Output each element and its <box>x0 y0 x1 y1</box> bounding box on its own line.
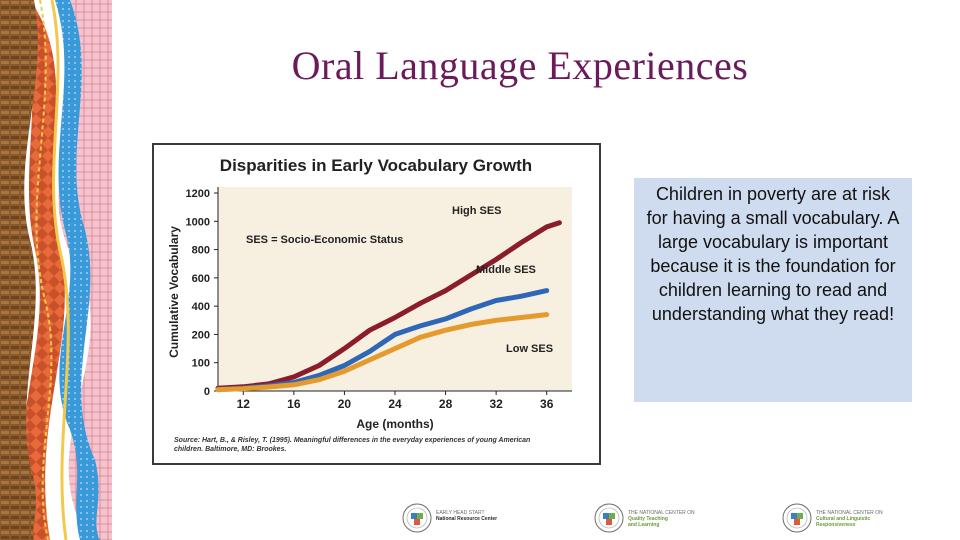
y-tick-label: 1200 <box>186 188 210 200</box>
slide-title: Oral Language Experiences <box>291 43 749 88</box>
series-label-middle-ses: Middle SES <box>476 264 536 276</box>
y-tick-label: 400 <box>192 301 210 313</box>
x-tick-label: 20 <box>338 397 352 411</box>
y-axis-label: Cumulative Vocabulary <box>167 226 181 358</box>
vocabulary-growth-chart: Disparities in Early Vocabulary Growth 0 1… <box>167 156 572 453</box>
series-label-low-ses: Low SES <box>506 343 553 355</box>
y-tick-label: 200 <box>192 329 210 341</box>
series-line-high-ses <box>215 220 562 391</box>
source-note-line-1: Source: Hart, B., & Risley, T. (1995). M… <box>174 437 530 444</box>
chart-image-frame: Disparities in Early Vocabulary Growth 0 1… <box>152 143 601 465</box>
plot-area <box>218 187 572 391</box>
seal-icon <box>782 503 812 533</box>
logo-cultural-linguistic-responsiveness: THE NATIONAL CENTER ON Cultural and Ling… <box>782 503 932 533</box>
logo-quality-teaching-learning: THE NATIONAL CENTER ON Quality Teaching … <box>594 503 744 533</box>
decorative-ribbon-border <box>0 0 112 540</box>
x-axis-label: Age (months) <box>356 417 433 431</box>
x-tick-label: 28 <box>439 397 453 411</box>
y-tick-label: 600 <box>192 273 210 285</box>
seal-icon <box>594 503 624 533</box>
y-tick-label: 800 <box>192 245 210 257</box>
source-note-line-2: children. Baltimore, MD: Brookes. <box>174 446 286 453</box>
y-tick-label: 1000 <box>186 216 210 228</box>
x-tick-label: 32 <box>489 397 503 411</box>
series-label-high-ses: High SES <box>452 205 502 217</box>
chart-title: Disparities in Early Vocabulary Growth <box>220 156 532 175</box>
x-tick-label: 36 <box>540 397 554 411</box>
y-tick-label: 0 <box>204 386 210 398</box>
seal-icon <box>402 503 432 533</box>
x-tick-label: 12 <box>237 397 251 411</box>
x-tick-label: 24 <box>388 397 402 411</box>
logo-early-head-start: EARLY HEAD START National Resource Cente… <box>402 503 552 533</box>
callout-text-box: Children in poverty are at risk for havi… <box>634 178 912 402</box>
x-tick-label: 16 <box>287 397 301 411</box>
series-line-low-ses <box>215 312 550 393</box>
ses-note: SES = Socio-Economic Status <box>246 234 403 246</box>
y-tick-label: 100 <box>192 358 210 370</box>
